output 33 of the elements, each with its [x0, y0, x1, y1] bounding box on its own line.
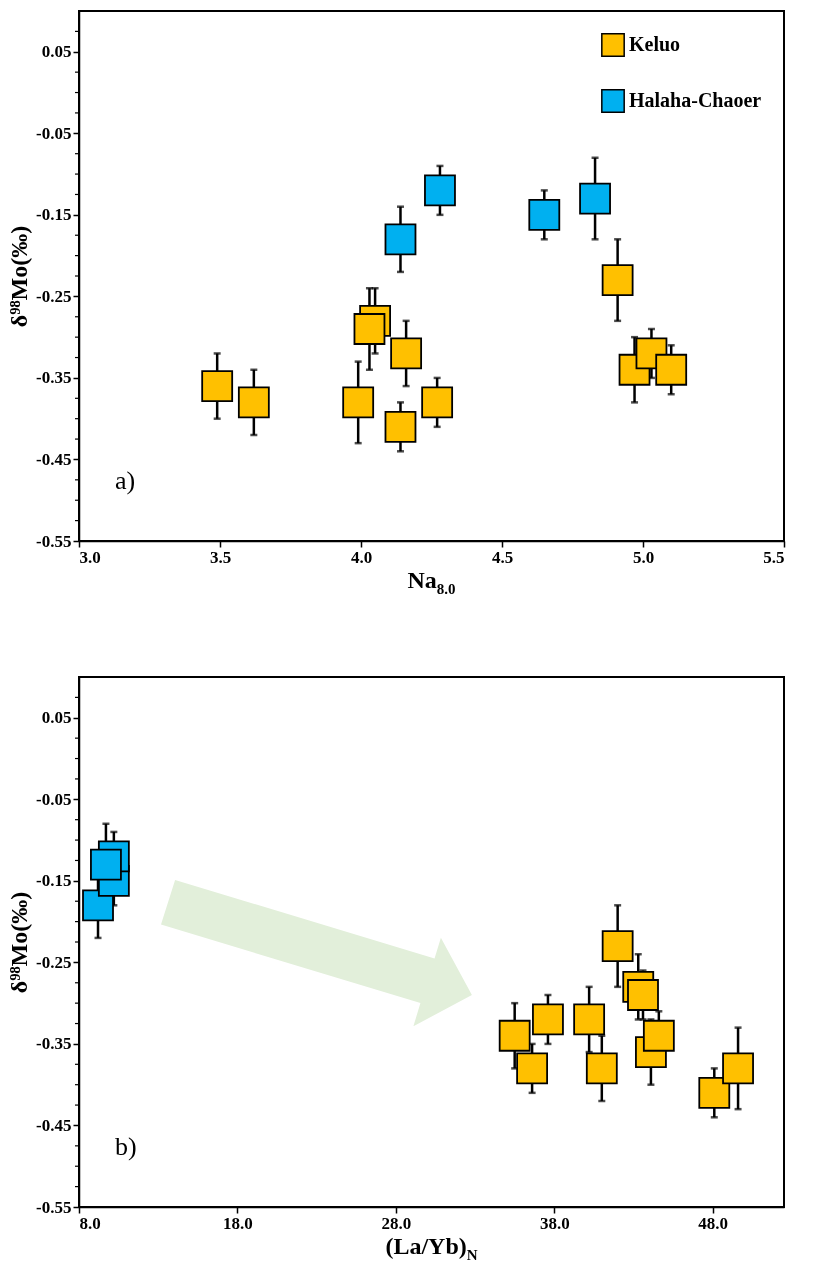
y-axis-title: δ⁹⁸Mo(‰) [6, 225, 33, 328]
x-tick-label: 38.0 [539, 1213, 570, 1233]
y-tick-label: -0.35 [36, 368, 72, 388]
x-tick-label: 5.5 [763, 547, 785, 567]
y-tick-label: -0.25 [36, 286, 72, 306]
x-tick-label: 5.0 [632, 547, 655, 567]
x-tick-label: 28.0 [381, 1213, 412, 1233]
y-tick-label: -0.45 [36, 449, 72, 469]
y-axis-title: δ⁹⁸Mo(‰) [6, 891, 33, 994]
annotation: a) [115, 466, 136, 495]
y-tick-label: -0.55 [36, 1197, 72, 1217]
x-tick-label: 4.0 [350, 547, 373, 567]
x-tick-label: 3.0 [79, 547, 101, 567]
y-tick-label: -0.05 [36, 123, 72, 143]
y-tick-label: -0.15 [36, 871, 72, 891]
y-tick-label: -0.35 [36, 1034, 72, 1054]
x-axis-title: Na$_{8.0}$ [407, 567, 456, 598]
legend-label: Halaha-Chaoer [629, 89, 762, 111]
x-tick-label: 4.5 [491, 547, 514, 567]
y-tick-label: -0.25 [36, 952, 72, 972]
x-tick-label: 3.5 [209, 547, 232, 567]
annotation: b) [115, 1132, 137, 1161]
x-axis-title: (La/Yb)$_{N}$ [385, 1233, 478, 1264]
x-tick-label: 48.0 [698, 1213, 729, 1233]
y-tick-label: 0.05 [41, 42, 72, 62]
x-tick-label: 8.0 [79, 1213, 101, 1233]
legend-label: Keluo [629, 33, 681, 55]
y-tick-label: -0.15 [36, 205, 72, 225]
y-tick-label: -0.55 [36, 531, 72, 551]
y-tick-label: 0.05 [41, 708, 72, 728]
y-tick-label: -0.05 [36, 789, 72, 809]
x-tick-label: 18.0 [223, 1213, 253, 1233]
y-tick-label: -0.45 [36, 1115, 72, 1135]
